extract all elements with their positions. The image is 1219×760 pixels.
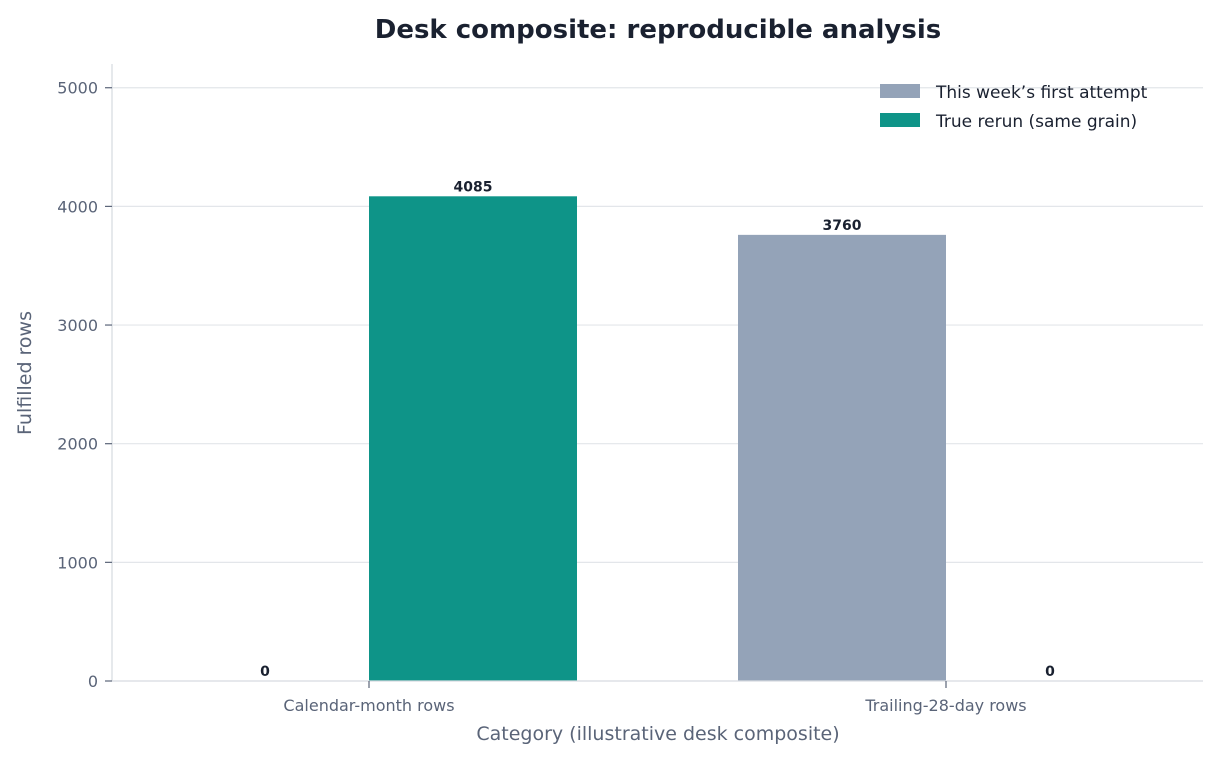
legend-label-true-rerun: True rerun (same grain) [935,112,1137,132]
bar [738,234,946,681]
data-labels: 0 3760 4085 0 [260,179,1055,680]
bar-value-label: 4085 [454,179,493,195]
bar [369,196,577,681]
legend-swatch-true-rerun [880,113,920,127]
y-tick-label: 4000 [57,197,98,216]
x-tick-label: Calendar-month rows [283,696,454,715]
bar-value-label: 3760 [823,218,862,234]
bar-value-label: 0 [1045,664,1055,680]
bar-value-label: 0 [260,664,270,680]
y-tick-label: 1000 [57,553,98,572]
gridlines [112,87,1203,563]
y-axis-ticks: 0 1000 2000 3000 4000 5000 [57,79,112,691]
y-tick-label: 3000 [57,316,98,335]
x-axis-ticks: Calendar-month rows Trailing-28-day rows [283,681,1027,715]
legend-label-first-attempt: This week’s first attempt [935,83,1148,103]
y-tick-label: 5000 [57,79,98,98]
legend-swatch-first-attempt [880,84,920,98]
y-axis-label: Fulfilled rows [14,311,36,435]
legend: This week’s first attempt True rerun (sa… [880,83,1148,132]
x-tick-label: Trailing-28-day rows [864,696,1026,715]
bars [369,196,946,681]
x-axis-label: Category (illustrative desk composite) [476,723,839,745]
y-tick-label: 0 [88,672,98,691]
chart-title: Desk composite: reproducible analysis [375,15,942,45]
y-tick-label: 2000 [57,435,98,454]
